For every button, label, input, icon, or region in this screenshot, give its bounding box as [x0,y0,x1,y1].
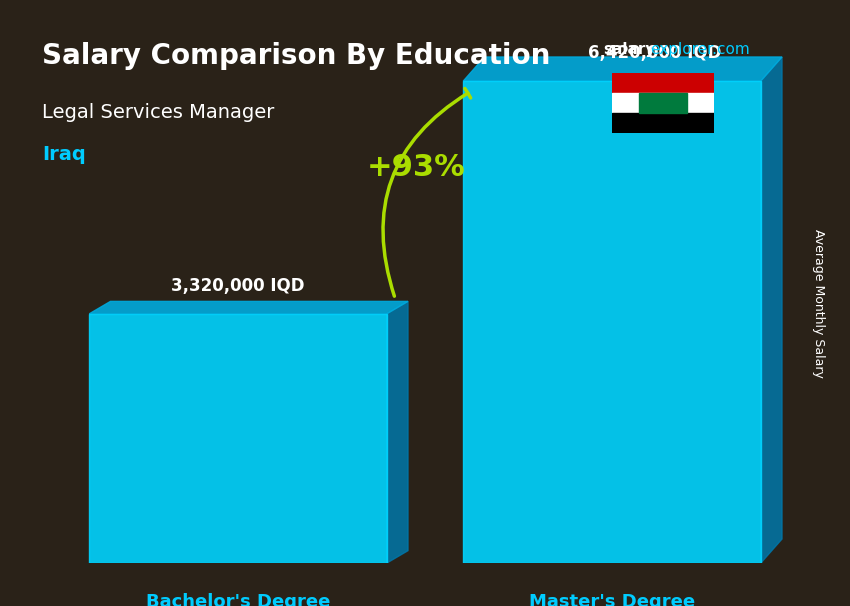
Polygon shape [761,57,782,563]
Polygon shape [387,301,408,563]
Polygon shape [463,57,782,81]
Text: Bachelor's Degree: Bachelor's Degree [146,593,330,606]
Text: explorer.com: explorer.com [650,42,750,58]
Polygon shape [89,301,408,314]
Text: Iraq: Iraq [42,145,86,164]
Text: 6,420,000 IQD: 6,420,000 IQD [588,44,721,62]
Bar [612,93,714,113]
Text: salary: salary [604,42,656,58]
Text: 3,320,000 IQD: 3,320,000 IQD [171,277,305,295]
Bar [612,113,714,133]
Bar [89,314,387,563]
Bar [612,73,714,93]
Bar [463,81,761,563]
Text: Master's Degree: Master's Degree [529,593,695,606]
Bar [639,93,687,113]
Text: الله أكبر: الله أكبر [649,99,677,107]
Text: Salary Comparison By Education: Salary Comparison By Education [42,42,551,70]
Text: Legal Services Manager: Legal Services Manager [42,103,275,122]
Text: +93%: +93% [367,153,466,182]
Text: Average Monthly Salary: Average Monthly Salary [812,228,824,378]
